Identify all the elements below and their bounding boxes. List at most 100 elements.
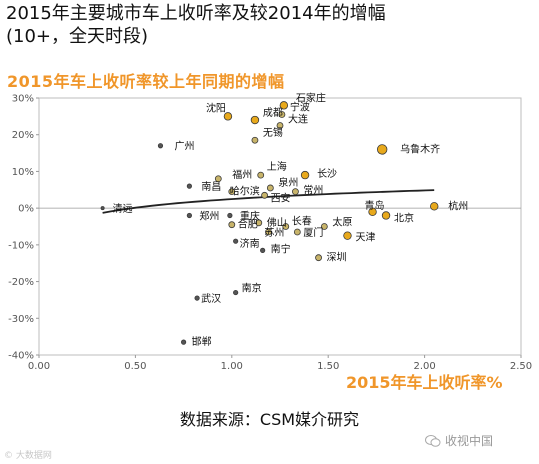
- point-label: 厦门: [303, 226, 323, 239]
- axis-ticks: 30% 20% 10% 0% -10% -20% -30% -40%0.00 0.50 1.00 1…: [8, 94, 532, 373]
- point-label: 沈阳: [206, 101, 226, 114]
- data-point: [251, 136, 259, 144]
- data-point: [293, 228, 301, 236]
- y-tick-label: 0%: [18, 204, 34, 215]
- point-label: 太原: [332, 216, 352, 229]
- point-label: 深圳: [327, 252, 347, 264]
- data-point: [343, 231, 352, 240]
- data-point: [278, 111, 286, 118]
- data-point: [214, 175, 222, 183]
- data-point: [228, 188, 236, 196]
- wechat-account: 收视中国: [425, 432, 493, 449]
- y-tick-label: 10%: [12, 167, 34, 178]
- data-point: [279, 101, 289, 110]
- point-label: 西安: [271, 191, 291, 204]
- data-points: [100, 101, 439, 345]
- point-label: 重庆: [240, 209, 260, 222]
- point-label: 佛山: [267, 216, 287, 229]
- point-label: 北京: [394, 211, 414, 224]
- point-label: 天津: [355, 232, 375, 244]
- plot-area: [38, 97, 522, 356]
- y-tick-label: 30%: [12, 94, 34, 105]
- data-point: [233, 289, 239, 296]
- point-label: 上海: [267, 160, 287, 173]
- watermark: © 大数据网: [4, 451, 52, 461]
- data-point: [265, 228, 272, 236]
- data-point: [315, 254, 322, 262]
- data-point: [194, 295, 200, 301]
- data-point: [186, 212, 192, 219]
- trend-line-layer: [102, 189, 435, 214]
- y-tick-label: -30%: [8, 314, 34, 325]
- data-point: [227, 212, 233, 219]
- x-tick-label: 1.50: [317, 361, 339, 372]
- point-label: 长春: [292, 216, 312, 228]
- data-point: [250, 115, 260, 125]
- point-label: 乌鲁木齐: [400, 142, 440, 155]
- chart-title-block: 2015年主要城市车上收听率及较2014年的增幅 (10+，全天时段): [6, 2, 534, 48]
- data-point: [292, 188, 299, 196]
- point-label: 武汉: [201, 292, 221, 305]
- data-point: [430, 202, 439, 211]
- data-point: [257, 171, 265, 179]
- wechat-icon: [425, 434, 441, 447]
- chart-inner-title: 2015年车上收听率较上年同期的增幅: [7, 72, 285, 91]
- point-label: 成都: [263, 107, 283, 119]
- x-tick-label: 2.50: [510, 361, 532, 372]
- x-tick-label: 1.00: [221, 361, 243, 372]
- point-label: 青岛: [365, 199, 385, 212]
- point-label: 南昌: [201, 180, 221, 193]
- point-label: 哈尔滨: [230, 185, 260, 198]
- data-point: [228, 221, 236, 229]
- point-label: 宁波: [290, 101, 310, 114]
- trend-line: [102, 189, 435, 214]
- point-label: 邯郸: [192, 335, 212, 348]
- point-label: 泉州: [278, 176, 298, 189]
- data-point: [320, 223, 328, 230]
- y-tick-label: -40%: [8, 351, 34, 362]
- data-point: [223, 112, 233, 121]
- data-point: [376, 144, 388, 155]
- point-label: 郑州: [199, 209, 219, 222]
- x-tick-label: 2.00: [413, 361, 435, 372]
- point-label: 广州: [174, 141, 194, 153]
- data-point: [255, 219, 263, 227]
- wechat-account-name: 收视中国: [445, 434, 494, 448]
- y-tick-label: -20%: [8, 277, 34, 288]
- point-label: 无锡: [263, 126, 283, 139]
- point-label: 杭州: [448, 199, 468, 212]
- main-title: 2015年主要城市车上收听率及较2014年的增幅: [6, 3, 386, 24]
- data-point: [100, 206, 105, 211]
- point-label: 南宁: [271, 242, 291, 255]
- x-tick-label: 0.50: [124, 361, 146, 372]
- data-source: 数据来源：CSM媒介研究: [179, 410, 360, 429]
- x-tick-label: 0.00: [28, 361, 50, 372]
- point-label: 合肥: [238, 218, 258, 231]
- data-point: [260, 247, 266, 253]
- data-point: [261, 191, 268, 199]
- y-tick-label: -10%: [8, 240, 34, 251]
- data-point: [300, 170, 310, 180]
- plot-frame: [38, 97, 522, 356]
- main-subtitle: (10+，全天时段): [6, 26, 149, 47]
- data-point: [368, 207, 377, 217]
- data-point: [381, 211, 391, 220]
- data-point: [266, 184, 274, 192]
- point-label: 石家庄: [296, 91, 326, 104]
- x-axis-title: 2015年车上收听率%: [346, 373, 503, 392]
- data-point: [282, 223, 290, 230]
- point-label: 常州: [303, 184, 323, 197]
- data-point: [276, 122, 284, 129]
- point-label: 清远: [113, 202, 133, 215]
- point-label: 苏州: [264, 226, 284, 239]
- point-label: 长沙: [317, 168, 337, 180]
- data-point: [181, 339, 187, 345]
- point-label: 福州: [232, 168, 252, 181]
- data-point: [233, 238, 239, 244]
- data-point: [157, 143, 164, 149]
- point-label: 济南: [240, 237, 260, 250]
- point-label: 南京: [242, 282, 262, 295]
- data-point: [186, 183, 192, 189]
